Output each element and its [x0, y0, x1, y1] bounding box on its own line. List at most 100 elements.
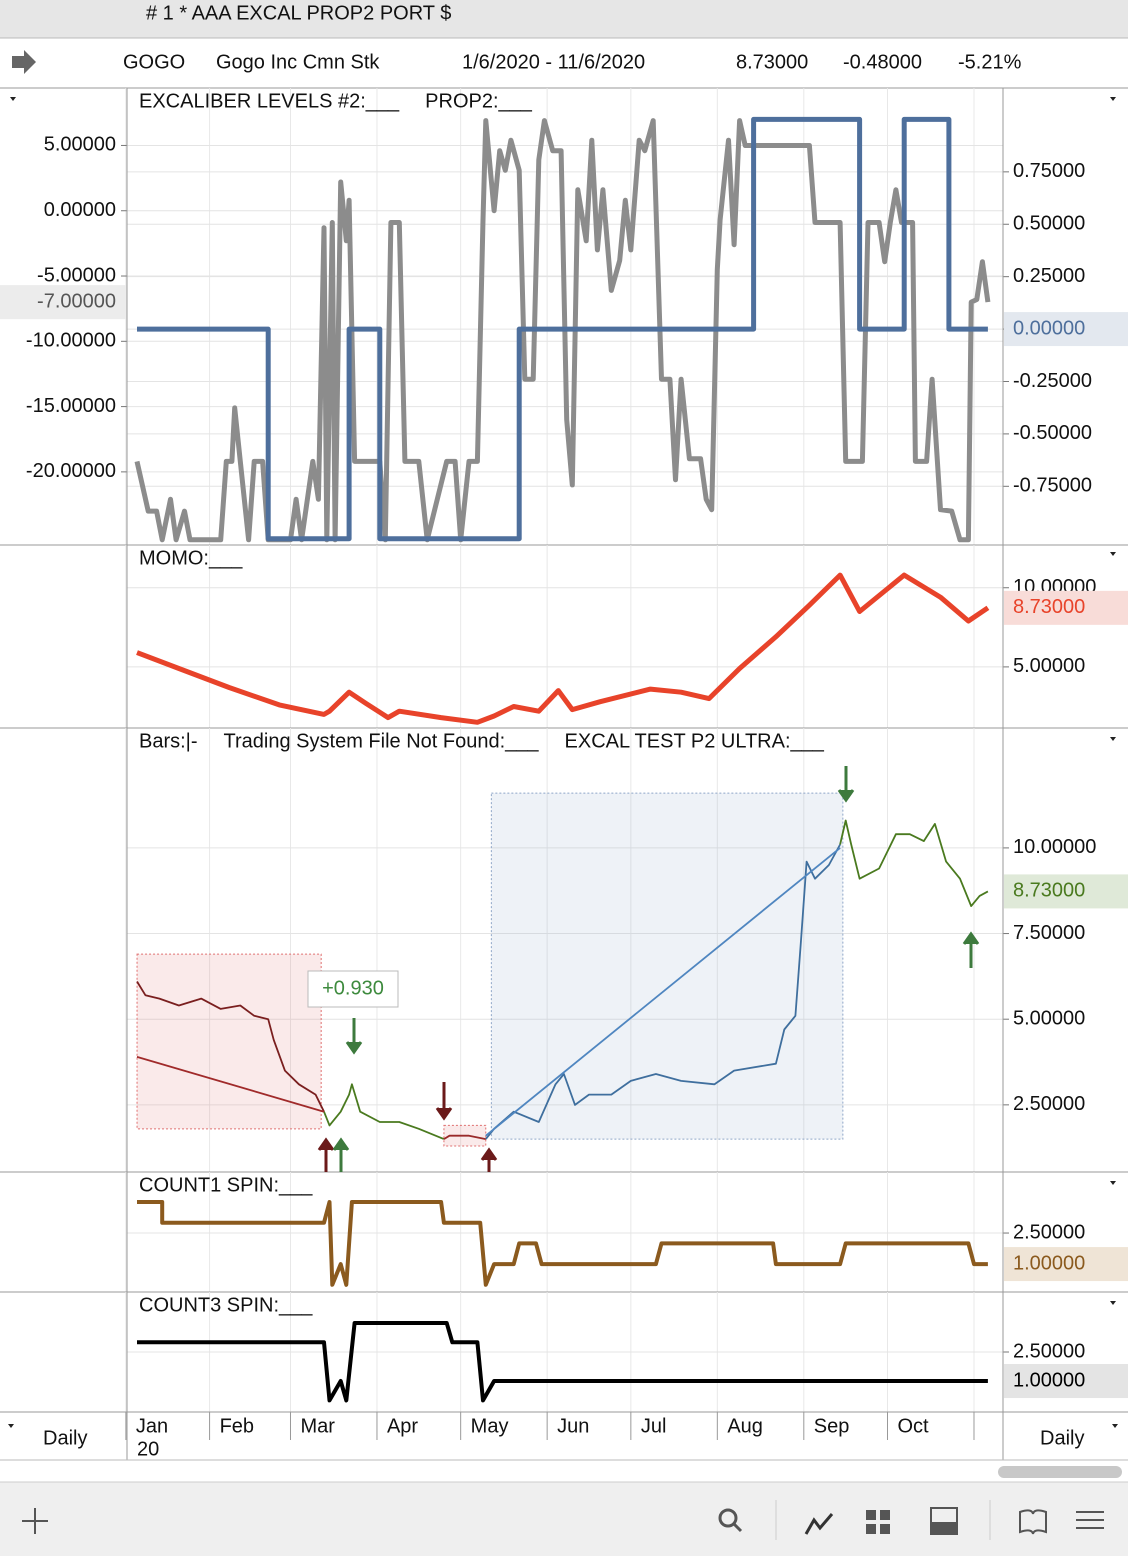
series-line [136, 572, 990, 725]
annotation-box [307, 970, 399, 1008]
last-value-label: 8.73000 [1013, 880, 1085, 902]
add-icon[interactable] [22, 1508, 48, 1534]
y-tick-label: -15.00000 [26, 395, 116, 417]
last-value-label: 0.00000 [1013, 317, 1085, 339]
panel-title: Bars:|- [139, 730, 198, 752]
period-right[interactable]: Daily [1040, 1427, 1084, 1449]
y-tick-label: -10.00000 [26, 330, 116, 352]
y-tick-label: 2.50000 [1013, 1340, 1085, 1362]
signal-box [136, 953, 322, 1130]
link-arrow[interactable] [12, 50, 36, 74]
last-value-label: 1.00000 [1013, 1252, 1085, 1274]
x-tick-label: Oct [898, 1415, 930, 1437]
last-value-box [1004, 312, 1128, 347]
series-line [839, 819, 989, 907]
series-line [134, 118, 991, 543]
x-tick-label: Apr [387, 1415, 418, 1437]
dropdown[interactable] [1110, 1301, 1116, 1305]
dropdown[interactable] [1110, 737, 1116, 741]
y-tick-label: 10.00000 [1013, 836, 1096, 858]
last-value-label: -7.00000 [37, 290, 116, 312]
year-label: 20 [137, 1438, 159, 1460]
book-icon[interactable] [1019, 1509, 1047, 1535]
series-line [323, 1083, 445, 1140]
series-line [485, 844, 841, 1140]
panel-title: COUNT1 SPIN:___ [139, 1174, 313, 1196]
search-handle [732, 1522, 743, 1533]
last-value-box [1004, 874, 1128, 909]
y-tick-label: 5.00000 [44, 134, 116, 156]
plots: Jan Feb Mar Apr May Jun Jul Aug Sep Oct 5.00000 0.0… [0, 88, 1128, 1440]
date-range: 1/6/2020 - 11/6/2020 [462, 51, 645, 73]
scrollbar[interactable] [998, 1466, 1122, 1478]
sell-arrow [837, 766, 855, 803]
last-value-box [1004, 1247, 1128, 1282]
x-tick-label: May [471, 1415, 509, 1437]
sell-arrow [345, 1018, 363, 1055]
net-change: -0.48000 [843, 51, 922, 73]
menu-icon[interactable] [1076, 1511, 1104, 1529]
panel-title: COUNT3 SPIN:___ [139, 1294, 313, 1316]
dropdowns [8, 97, 1118, 1428]
symbol-bar [0, 38, 1128, 88]
buy-arrow [317, 1137, 335, 1172]
window-fill [931, 1522, 957, 1534]
y-tick-label: 0.50000 [1013, 213, 1085, 235]
dropdown[interactable] [1110, 1181, 1116, 1185]
y-tick-label: 5.00000 [1013, 1007, 1085, 1029]
x-tick-label: Jul [641, 1415, 667, 1437]
y-tick-label: 5.00000 [1013, 655, 1085, 677]
y-tick-label: 2.50000 [1013, 1093, 1085, 1115]
panel-title: EXCALIBER LEVELS #2:___ [139, 90, 400, 112]
y-tick-label: -0.25000 [1013, 370, 1092, 392]
symbol: GOGO [123, 51, 185, 73]
series-line [136, 1056, 325, 1113]
dropdown[interactable] [1110, 97, 1116, 101]
window-title: # 1 * AAA EXCAL PROP2 PORT $ [146, 2, 451, 24]
series-line [137, 1321, 988, 1403]
annotation: +0.930 [322, 977, 384, 999]
period-left[interactable]: Daily [43, 1427, 87, 1449]
dropdown[interactable] [8, 1424, 14, 1428]
y-tick-label: 2.50000 [1013, 1221, 1085, 1243]
last-price: 8.73000 [736, 51, 808, 73]
x-tick-label: Jan [136, 1415, 168, 1437]
panel-title: EXCAL TEST P2 ULTRA:___ [565, 730, 825, 752]
series-line [137, 116, 988, 542]
dropdown[interactable] [1112, 1424, 1118, 1428]
x-tick-label: Jun [557, 1415, 589, 1437]
y-tick-label: -0.75000 [1013, 475, 1092, 497]
toolbar [0, 1482, 1128, 1556]
series-line [443, 1134, 486, 1140]
panel-title: Trading System File Not Found:___ [224, 730, 540, 752]
series-line [136, 981, 325, 1113]
y-tick-label: -5.00000 [37, 264, 116, 286]
y-tick-label: -0.50000 [1013, 422, 1092, 444]
dropdown[interactable] [10, 97, 16, 101]
y-tick-label: 0.00000 [44, 199, 116, 221]
symbol-name: Gogo Inc Cmn Stk [216, 51, 380, 73]
last-value-box [0, 285, 127, 320]
buy-arrow [962, 931, 980, 968]
x-tick-label: Mar [300, 1415, 335, 1437]
signal-box [490, 792, 844, 1140]
title-bar [0, 0, 1128, 38]
grid-icon[interactable] [866, 1510, 890, 1534]
y-tick-label: -20.00000 [26, 460, 116, 482]
buy-arrow [480, 1147, 498, 1172]
last-value-box [1004, 1364, 1128, 1399]
signal-arrows [317, 766, 980, 1172]
x-tick-label: Feb [220, 1415, 254, 1437]
toolbar-icons [22, 1500, 1104, 1540]
last-value-box [1004, 590, 1128, 625]
search-icon[interactable] [718, 1508, 738, 1528]
series-line [485, 847, 841, 1137]
x-tick-label: Sep [814, 1415, 850, 1437]
chart-icon[interactable] [804, 1513, 834, 1535]
y-tick-label: 0.25000 [1013, 265, 1085, 287]
x-tick-label: Aug [727, 1415, 763, 1437]
dropdown[interactable] [1110, 552, 1116, 556]
panel-title: PROP2:___ [425, 90, 533, 112]
series-line [137, 1200, 988, 1287]
